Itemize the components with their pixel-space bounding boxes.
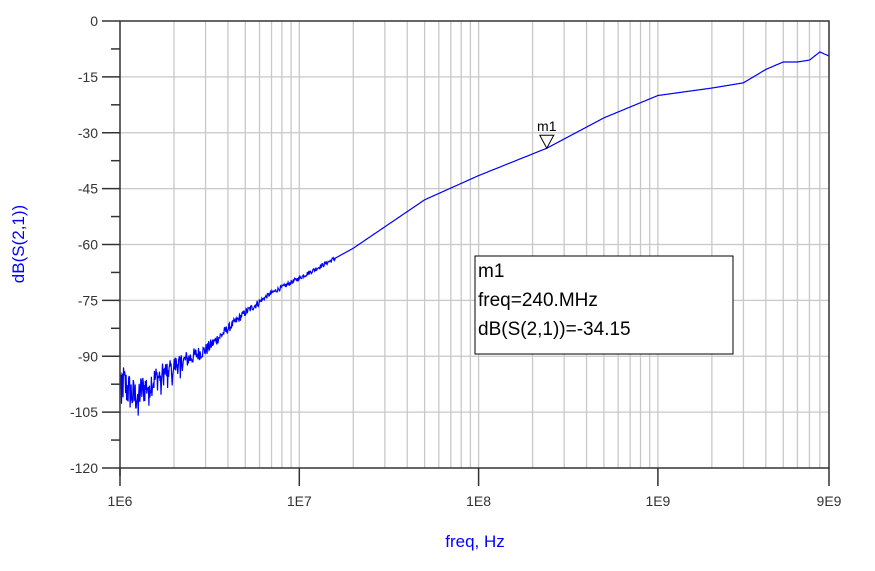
readout-value: dB(S(2,1))=-34.15 [478,319,631,340]
y-tick-label: -105 [70,404,98,420]
x-tick-label: 1E6 [108,493,133,509]
x-tick-label: 1E8 [466,493,491,509]
x-axis-label: freq, Hz [445,532,505,551]
x-tick-label: 9E9 [817,493,842,509]
y-tick-label: 0 [90,13,98,29]
s21-trace [119,51,830,416]
x-tick-label: 1E9 [645,493,670,509]
y-tick-label: -15 [78,69,98,85]
y-tick-label: -45 [78,181,98,197]
x-tick-label: 1E7 [287,493,312,509]
marker-triangle-icon[interactable] [538,134,555,150]
grid-lines [120,21,829,468]
y-axis-label: dB(S(2,1)) [9,205,28,283]
readout-marker-name: m1 [478,261,504,282]
y-tick-label: -75 [78,292,98,308]
y-tick-label: -60 [78,237,98,253]
y-axis-ticks: 0 -15 -30 -45 -60 -75 -90 -105 -120 [70,13,121,476]
marker-name: m1 [537,118,557,134]
marker-m1[interactable]: m1 [537,118,557,150]
readout-freq: freq=240.MHz [478,290,598,311]
x-axis-ticks: 1E6 1E7 1E8 1E9 9E9 [108,468,842,509]
plot-frame [119,20,830,469]
y-tick-label: -120 [70,460,98,476]
marker-readout-box[interactable]: m1 freq=240.MHz dB(S(2,1))=-34.15 [474,255,734,355]
y-tick-label: -30 [78,125,98,141]
y-tick-label: -90 [78,348,98,364]
